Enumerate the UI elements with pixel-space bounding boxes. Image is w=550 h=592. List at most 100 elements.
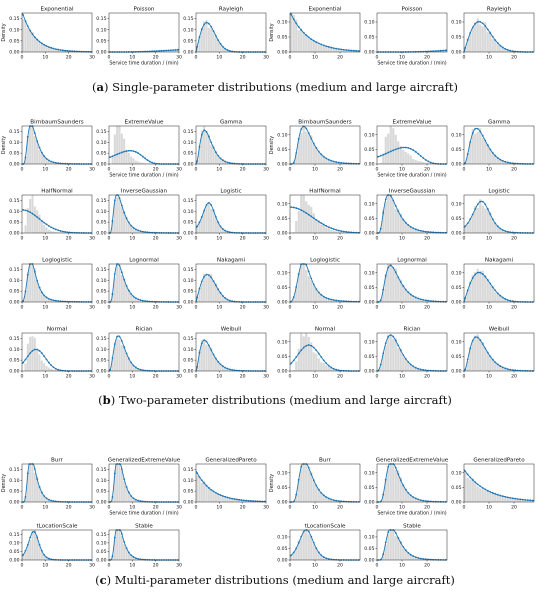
histogram-bar	[499, 365, 502, 371]
histogram-bar	[125, 216, 128, 233]
curve-marker	[120, 151, 123, 154]
y-tick-label: 0.00	[277, 162, 287, 168]
curve-marker	[382, 288, 385, 291]
curve-marker	[474, 208, 477, 210]
curve-marker	[317, 220, 320, 223]
curve-marker	[59, 49, 62, 51]
subplot-title: Poisson	[134, 7, 155, 13]
histogram-bar	[330, 229, 333, 233]
histogram-bar	[499, 228, 502, 233]
x-tick-label: 0	[463, 374, 466, 380]
curve-marker	[123, 211, 126, 214]
histogram-bar	[38, 41, 41, 52]
histogram-bar	[429, 163, 432, 164]
curve-marker	[205, 21, 208, 24]
curve-marker	[238, 498, 241, 501]
curve-marker	[397, 147, 400, 150]
histogram-bar	[130, 554, 133, 560]
histogram-bar	[127, 289, 130, 302]
subplot-title: Exponential	[308, 7, 342, 13]
curve-marker	[514, 369, 517, 372]
curve-marker	[196, 160, 199, 163]
curve-marker	[224, 160, 227, 163]
curve-marker	[325, 362, 328, 365]
histogram-bar	[116, 126, 119, 164]
histogram-bar	[111, 497, 114, 502]
y-tick-label: 0.05	[9, 489, 19, 495]
axes-frame	[21, 332, 93, 372]
histogram-bar	[397, 348, 400, 371]
histogram-bar	[409, 495, 412, 502]
curve-marker	[125, 150, 128, 152]
y-axis-label: Density	[269, 23, 275, 41]
histogram-bar	[207, 275, 210, 302]
histogram-bar	[394, 208, 397, 233]
x-tick-label: 0	[376, 374, 379, 380]
histogram-bar	[422, 299, 425, 302]
histogram-bar	[33, 136, 36, 164]
histogram-bar	[139, 231, 142, 233]
curve-marker	[198, 36, 201, 38]
curve-marker	[489, 282, 492, 285]
histogram-bar	[469, 479, 472, 502]
curve-marker	[231, 368, 234, 371]
histogram-bar	[317, 44, 320, 52]
histogram-bar	[196, 475, 199, 502]
curve-marker	[38, 349, 41, 352]
curve-marker	[327, 297, 330, 300]
curve-marker	[224, 47, 227, 50]
curve-marker	[399, 349, 402, 352]
curve-marker	[116, 153, 119, 156]
curve-marker	[174, 49, 177, 51]
histogram-bar	[332, 230, 335, 233]
caption-c-text: Multi-parameter distributions (medium an…	[114, 573, 455, 587]
histogram-bar	[120, 133, 123, 164]
histogram-bar	[300, 538, 303, 560]
histogram-bar	[399, 279, 402, 302]
curve-marker	[312, 39, 315, 42]
curve-marker	[45, 296, 48, 299]
histogram-bar	[212, 145, 215, 164]
histogram-bar	[59, 232, 62, 233]
histogram-bar	[496, 44, 499, 52]
histogram-bar	[196, 46, 199, 52]
histogram-bar	[499, 45, 502, 52]
curve-marker	[139, 500, 142, 502]
curve-marker	[224, 297, 227, 299]
y-tick-label: 0.00	[277, 558, 287, 564]
y-tick-label: 0.00	[96, 50, 106, 56]
histogram-bar	[315, 146, 318, 164]
histogram-bar	[320, 362, 323, 371]
histogram-bar	[322, 46, 325, 52]
curve-marker	[52, 47, 55, 50]
curve-marker	[387, 266, 390, 269]
histogram-bar	[38, 214, 41, 233]
histogram-bar	[404, 289, 407, 302]
histogram-bar	[200, 130, 203, 164]
curve-marker	[429, 369, 432, 372]
curve-marker	[54, 367, 57, 370]
y-tick-label: 0.05	[277, 546, 287, 552]
y-tick-label: 0.10	[451, 20, 461, 26]
histogram-bar	[205, 20, 208, 52]
histogram-bar	[399, 213, 402, 233]
curve-marker	[481, 200, 484, 203]
curve-marker	[240, 499, 243, 501]
histogram-bar	[379, 162, 382, 164]
histogram-bar	[113, 342, 116, 371]
histogram-bar	[476, 334, 479, 371]
curve-marker	[134, 498, 137, 501]
curve-marker	[489, 32, 492, 34]
curve-marker	[310, 277, 313, 280]
curve-marker	[33, 270, 36, 273]
curve-marker	[295, 356, 298, 358]
histogram-bar	[134, 499, 137, 502]
histogram-bar	[320, 294, 323, 302]
histogram-bar	[412, 555, 415, 560]
curve-marker	[464, 470, 467, 473]
histogram-bar	[320, 492, 323, 502]
curve-marker	[442, 49, 445, 52]
histogram-bar	[384, 201, 387, 233]
histogram-bar	[499, 159, 502, 164]
